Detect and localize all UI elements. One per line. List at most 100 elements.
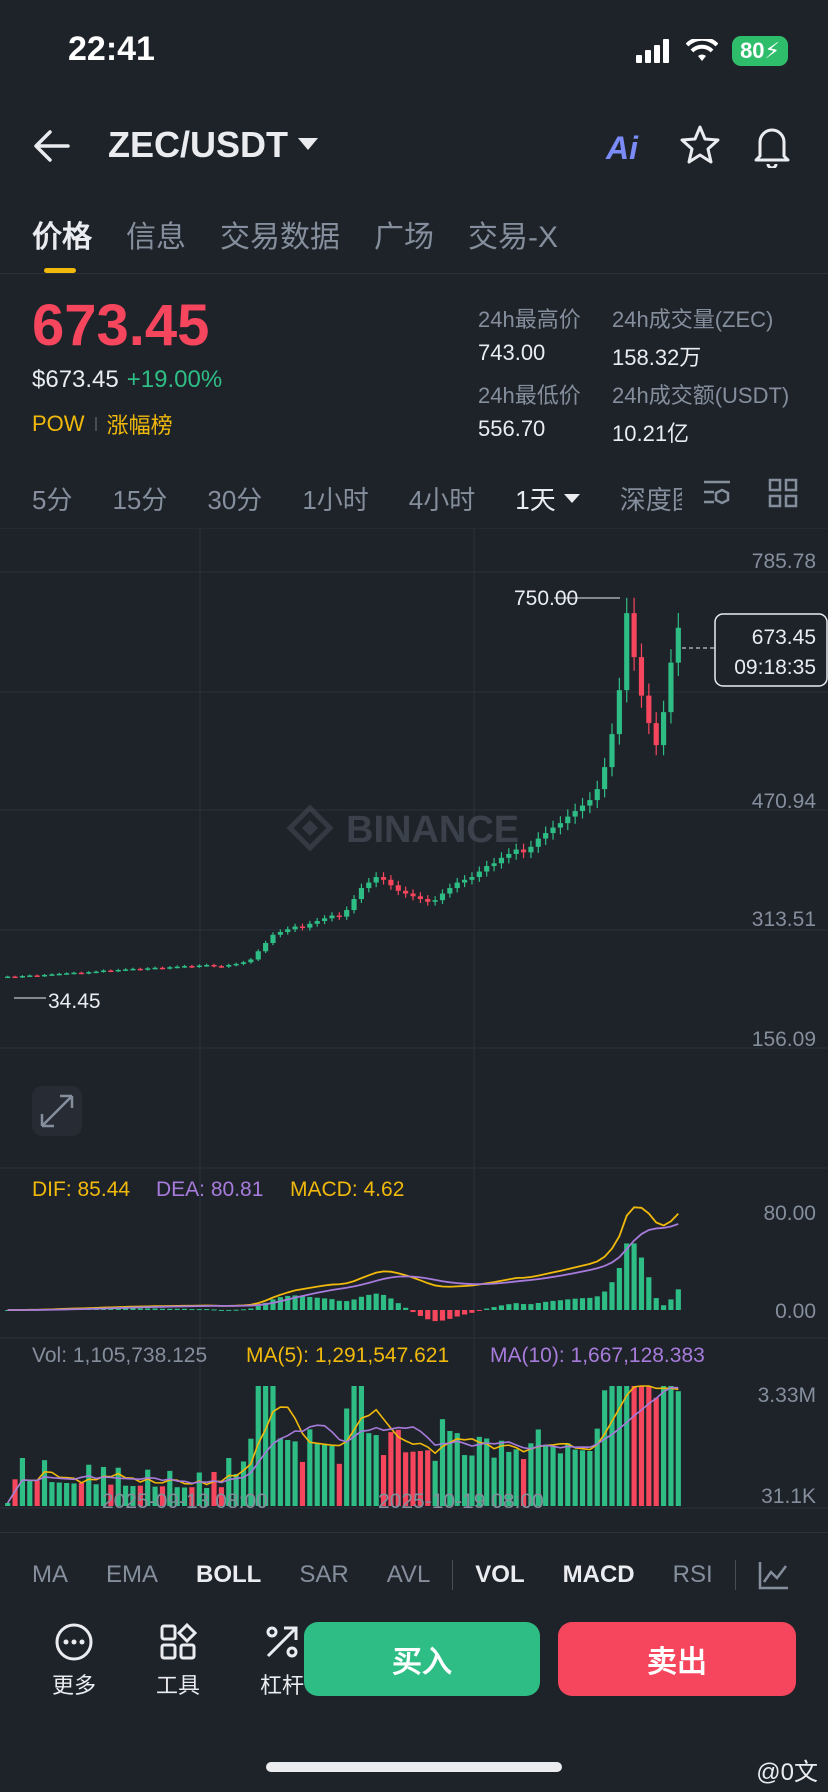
interval-5m[interactable]: 5分 (32, 485, 73, 515)
chart-tools (702, 478, 798, 508)
macd-plot (5, 1206, 681, 1322)
leverage-button[interactable]: 杠杆 (248, 1622, 316, 1700)
interval-row: 5分 15分 30分 1小时 4小时 1天 深度图 (32, 480, 722, 517)
more-button[interactable]: 更多 (40, 1622, 108, 1700)
volume-bar (417, 1451, 423, 1506)
indicator-sar[interactable]: SAR (299, 1561, 349, 1588)
depth-chart-tab[interactable]: 深度图 (619, 485, 682, 515)
indicator-vol[interactable]: VOL (475, 1561, 525, 1588)
macd-bar (263, 1302, 269, 1310)
macd-bar (270, 1299, 276, 1310)
indicator-avl[interactable]: AVL (386, 1561, 431, 1588)
candle-body (321, 918, 328, 922)
volume-bar (344, 1408, 350, 1506)
stat-amount: 24h成交额(USDT) 10.21亿 (612, 378, 789, 448)
interval-4h[interactable]: 4小时 (408, 485, 476, 515)
signal-icon (636, 39, 670, 63)
macd-bar (351, 1299, 357, 1310)
back-button[interactable] (32, 126, 76, 166)
candle-body (159, 967, 166, 970)
macd-bar (506, 1304, 512, 1310)
stat-amount-value: 10.21亿 (612, 421, 690, 446)
candle-body (292, 926, 298, 930)
candle-body (550, 827, 556, 834)
volume-bar (196, 1472, 202, 1506)
indicator-boll[interactable]: BOLL (196, 1561, 262, 1588)
stat-volume-label: 24h成交量(ZEC) (612, 307, 774, 332)
tag-pow[interactable]: POW (32, 411, 85, 436)
volume-bar (137, 1485, 143, 1506)
pair-selector[interactable]: ZEC/USDT (108, 124, 318, 166)
tab-trade-x[interactable]: 交易-X (468, 221, 558, 254)
tab-price[interactable]: 价格 (32, 221, 92, 254)
macd-bar (388, 1298, 394, 1310)
volume-bar (218, 1487, 224, 1506)
volume-bar (550, 1446, 556, 1506)
candle-body (594, 789, 600, 801)
macd-dif-line (7, 1206, 679, 1311)
volume-bar (366, 1433, 372, 1506)
indicator-settings-icon[interactable] (702, 478, 734, 508)
interval-1d[interactable]: 1天 (515, 480, 580, 517)
volume-bar (432, 1460, 438, 1506)
bell-icon[interactable] (752, 124, 796, 170)
candle-body (218, 966, 224, 968)
interval-1h[interactable]: 1小时 (302, 485, 369, 515)
candle-body (336, 915, 342, 918)
leverage-label: 杠杆 (259, 1673, 304, 1698)
indicator-ma[interactable]: MA (32, 1561, 68, 1588)
volume-bar (572, 1449, 578, 1506)
more-label: 更多 (51, 1673, 96, 1698)
volume-bar (108, 1484, 114, 1506)
candle-body (314, 921, 320, 924)
buy-button[interactable]: 买入 (304, 1622, 540, 1696)
macd-bar (292, 1295, 298, 1310)
stat-volume: 24h成交量(ZEC) 158.32万 (612, 302, 773, 372)
candle-body (380, 877, 387, 880)
volume-bar (100, 1467, 107, 1506)
candle-body (351, 899, 357, 911)
ai-icon[interactable]: Ai (606, 130, 638, 166)
price-usd: $673.45 (32, 366, 119, 393)
tab-trade-data[interactable]: 交易数据 (220, 221, 340, 254)
volume-bar (528, 1443, 534, 1506)
volume-bar (115, 1467, 121, 1506)
volume-bar (329, 1446, 335, 1506)
macd-bar (159, 1308, 166, 1310)
volume-bar (506, 1451, 512, 1506)
indicator-rsi[interactable]: RSI (672, 1561, 713, 1588)
divider (0, 1532, 828, 1533)
interval-30m[interactable]: 30分 (207, 485, 263, 515)
volume-bar (314, 1443, 320, 1506)
grid-layout-icon[interactable] (768, 478, 798, 508)
tab-info[interactable]: 信息 (126, 221, 186, 254)
favorite-star-icon[interactable] (680, 124, 724, 168)
interval-15m[interactable]: 15分 (112, 485, 168, 515)
chart-line-icon[interactable] (758, 1560, 790, 1590)
tag-gainers[interactable]: 涨幅榜 (106, 413, 173, 438)
price-chart[interactable]: BINANCE 785.78 470.94 313.51 156.09 750.… (0, 527, 828, 1518)
volume-bar (498, 1440, 505, 1506)
expand-icon[interactable] (32, 1086, 82, 1136)
candle-body (528, 846, 534, 853)
sell-button[interactable]: 卖出 (558, 1622, 796, 1696)
indicator-ema[interactable]: EMA (106, 1561, 159, 1588)
macd-bar (240, 1309, 247, 1311)
indicator-macd[interactable]: MACD (562, 1561, 635, 1588)
tools-button[interactable]: 工具 (144, 1622, 212, 1700)
macd-bar (417, 1310, 423, 1316)
candle-body (572, 811, 578, 817)
volume-bar (462, 1455, 468, 1506)
candle-body (439, 893, 446, 901)
macd-bar (233, 1309, 239, 1311)
candle-body (189, 966, 195, 968)
candle-body (78, 972, 84, 975)
candle-body (388, 879, 394, 886)
candle-body (285, 929, 291, 933)
volume-bar (299, 1461, 306, 1506)
candle-body (506, 853, 512, 858)
tab-square[interactable]: 广场 (374, 221, 434, 254)
macd-bar (447, 1310, 453, 1319)
chart-canvas[interactable]: BINANCE 785.78 470.94 313.51 156.09 750.… (0, 527, 828, 1518)
last-price-box[interactable] (714, 613, 828, 687)
